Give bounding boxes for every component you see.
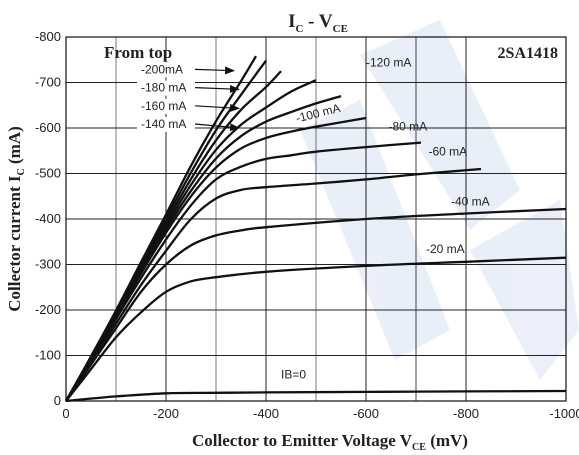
y-tick-label: -600	[35, 120, 61, 135]
series-line-2	[65, 207, 567, 402]
curve-label: -120 mA	[366, 56, 411, 70]
watermark-logo	[300, 20, 579, 380]
curve-label: IB=0	[281, 367, 306, 381]
chart-title-sub1: C	[295, 23, 303, 35]
x-axis-label: Collector to Emitter Voltage VCE (mV)	[192, 431, 468, 453]
legend-label: -180 mA	[141, 81, 186, 95]
legend-labels: -200mA -180 mA -160 mA -140 mA	[137, 62, 240, 132]
series-line-3	[65, 167, 482, 402]
curve-label: -20 mA	[426, 242, 465, 256]
legend-label-backdrop	[137, 98, 195, 114]
legend-arrow	[194, 84, 240, 93]
curve-label: -80 mA	[389, 119, 428, 133]
x-axis-label-sub: CE	[412, 442, 426, 453]
legend-label: -140 mA	[141, 117, 186, 131]
legend-label-backdrop	[137, 117, 195, 132]
legend-heading: From top	[104, 43, 172, 62]
chart-title: IC - VCE	[288, 11, 348, 35]
series-line-1	[65, 256, 567, 402]
legend-arrow	[194, 103, 240, 112]
legend-label-backdrop	[137, 80, 195, 96]
x-tick-label: -200	[153, 406, 179, 421]
y-tick-label: -800	[35, 29, 61, 44]
legend-label: -160 mA	[141, 99, 186, 113]
x-tick-label: -600	[353, 406, 379, 421]
chart-title-main: I	[288, 11, 295, 32]
y-tick-label: -400	[35, 211, 61, 226]
y-tick-label: -200	[35, 302, 61, 317]
x-axis-label-pre: Collector to Emitter Voltage V	[192, 431, 413, 450]
legend-label: -200mA	[141, 62, 183, 76]
chart-title-mid: - V	[303, 11, 332, 32]
curve-label: -40 mA	[451, 194, 490, 208]
y-tick-label: -700	[35, 75, 61, 90]
curve-label: -60 mA	[429, 144, 468, 158]
x-tick-label: 0	[62, 406, 69, 421]
y-axis-label-post: (mA)	[5, 126, 24, 168]
y-axis-label: Collector current IC (mA)	[5, 126, 27, 312]
y-axis-label-sub: C	[16, 168, 27, 175]
part-label: 2SA1418	[498, 45, 558, 62]
x-tick-label: -800	[453, 406, 479, 421]
y-tick-label: -100	[35, 348, 61, 363]
legend-arrow	[194, 123, 240, 132]
legend-arrow	[194, 66, 235, 75]
x-tick-label: -400	[253, 406, 279, 421]
series-line-0	[65, 389, 567, 403]
chart-title-sub2: CE	[333, 23, 348, 35]
y-axis-label-pre: Collector current I	[5, 175, 24, 312]
y-tick-label: -300	[35, 257, 61, 272]
y-tick-label: -500	[35, 166, 61, 181]
y-tick-label: 0	[54, 393, 61, 408]
x-axis-label-post: (mV)	[426, 431, 468, 450]
legend-label-backdrop	[137, 62, 195, 78]
